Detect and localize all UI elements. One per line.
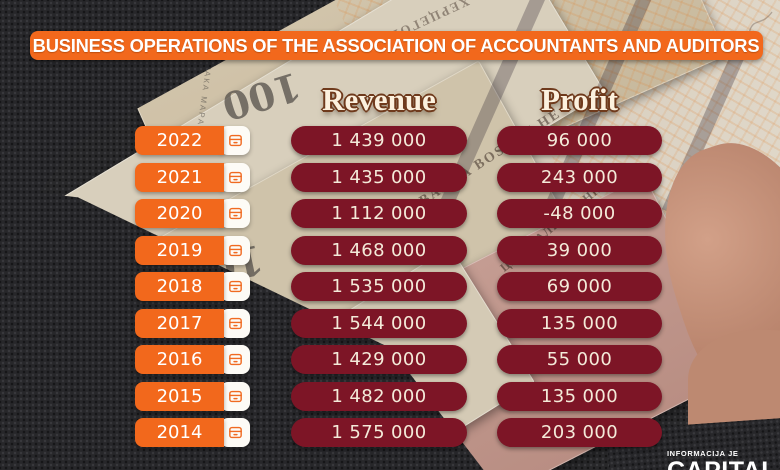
revenue-value-pill: 1 112 000 <box>291 199 467 228</box>
year-label: 2017 <box>156 313 203 334</box>
profit-value-pill: 39 000 <box>497 236 662 265</box>
table-row: 2020 1 112 000 -48 000 <box>0 199 780 228</box>
profit-value-pill: 203 000 <box>497 418 662 447</box>
table-row: 2021 1 435 000 243 000 <box>0 163 780 192</box>
cash-box-icon <box>228 353 242 366</box>
profit-value-pill: 243 000 <box>497 163 662 192</box>
profit-value: 69 000 <box>546 276 613 297</box>
year-pill: 2020 <box>135 199 224 228</box>
profit-value-pill: 96 000 <box>497 126 662 155</box>
profit-value: 135 000 <box>540 386 619 407</box>
revenue-value: 1 535 000 <box>331 276 427 297</box>
icon-box <box>220 236 250 265</box>
revenue-value: 1 429 000 <box>331 349 427 370</box>
revenue-value: 1 439 000 <box>331 130 427 151</box>
year-label: 2022 <box>156 130 203 151</box>
profit-value: -48 000 <box>543 203 616 224</box>
revenue-value-pill: 1 482 000 <box>291 382 467 411</box>
table-row: 2015 1 482 000 135 000 <box>0 382 780 411</box>
title-banner: BUSINESS OPERATIONS OF THE ASSOCIATION O… <box>30 31 763 60</box>
table-row: 2022 1 439 000 96 000 <box>0 126 780 155</box>
brand-watermark: INFORMACIJA JE CAPITAL <box>667 449 777 470</box>
revenue-value-pill: 1 535 000 <box>291 272 467 301</box>
icon-box <box>220 272 250 301</box>
table-row: 2017 1 544 000 135 000 <box>0 309 780 338</box>
revenue-value-pill: 1 439 000 <box>291 126 467 155</box>
year-pill: 2016 <box>135 345 224 374</box>
icon-box <box>220 345 250 374</box>
profit-value: 203 000 <box>540 422 619 443</box>
icon-box <box>220 199 250 228</box>
cash-box-icon <box>228 280 242 293</box>
icon-box <box>220 418 250 447</box>
year-label: 2020 <box>156 203 203 224</box>
year-label: 2021 <box>156 167 203 188</box>
profit-value-pill: 69 000 <box>497 272 662 301</box>
table-row: 2018 1 535 000 69 000 <box>0 272 780 301</box>
cash-box-icon <box>228 317 242 330</box>
icon-box <box>220 382 250 411</box>
year-pill: 2018 <box>135 272 224 301</box>
year-pill: 2022 <box>135 126 224 155</box>
year-label: 2014 <box>156 422 203 443</box>
icon-box <box>220 126 250 155</box>
brand-name: CAPITAL <box>667 459 777 470</box>
revenue-value-pill: 1 575 000 <box>291 418 467 447</box>
revenue-value: 1 112 000 <box>331 203 427 224</box>
revenue-value: 1 544 000 <box>331 313 427 334</box>
profit-value: 243 000 <box>540 167 619 188</box>
revenue-value-pill: 1 544 000 <box>291 309 467 338</box>
revenue-value: 1 482 000 <box>331 386 427 407</box>
year-pill: 2021 <box>135 163 224 192</box>
table-row: 2019 1 468 000 39 000 <box>0 236 780 265</box>
table-row: 2016 1 429 000 55 000 <box>0 345 780 374</box>
column-header-profit: Profit <box>541 82 618 117</box>
table-row: 2014 1 575 000 203 000 <box>0 418 780 447</box>
year-label: 2016 <box>156 349 203 370</box>
icon-box <box>220 309 250 338</box>
page-title: BUSINESS OPERATIONS OF THE ASSOCIATION O… <box>33 34 760 56</box>
cash-box-icon <box>228 426 242 439</box>
revenue-value: 1 468 000 <box>331 240 427 261</box>
cash-box-icon <box>228 207 242 220</box>
revenue-value-pill: 1 435 000 <box>291 163 467 192</box>
revenue-value-pill: 1 468 000 <box>291 236 467 265</box>
year-pill: 2014 <box>135 418 224 447</box>
year-label: 2015 <box>156 386 203 407</box>
revenue-value: 1 575 000 <box>331 422 427 443</box>
year-pill: 2017 <box>135 309 224 338</box>
year-pill: 2019 <box>135 236 224 265</box>
revenue-value-pill: 1 429 000 <box>291 345 467 374</box>
profit-value: 135 000 <box>540 313 619 334</box>
year-pill: 2015 <box>135 382 224 411</box>
icon-box <box>220 163 250 192</box>
profit-value: 39 000 <box>546 240 613 261</box>
revenue-value: 1 435 000 <box>331 167 427 188</box>
year-label: 2018 <box>156 276 203 297</box>
profit-value-pill: -48 000 <box>497 199 662 228</box>
profit-value-pill: 135 000 <box>497 309 662 338</box>
cash-box-icon <box>228 134 242 147</box>
year-label: 2019 <box>156 240 203 261</box>
column-header-revenue: Revenue <box>322 82 436 117</box>
cash-box-icon <box>228 171 242 184</box>
cash-box-icon <box>228 244 242 257</box>
profit-value-pill: 55 000 <box>497 345 662 374</box>
profit-value: 96 000 <box>546 130 613 151</box>
cash-box-icon <box>228 390 242 403</box>
profit-value-pill: 135 000 <box>497 382 662 411</box>
profit-value: 55 000 <box>546 349 613 370</box>
